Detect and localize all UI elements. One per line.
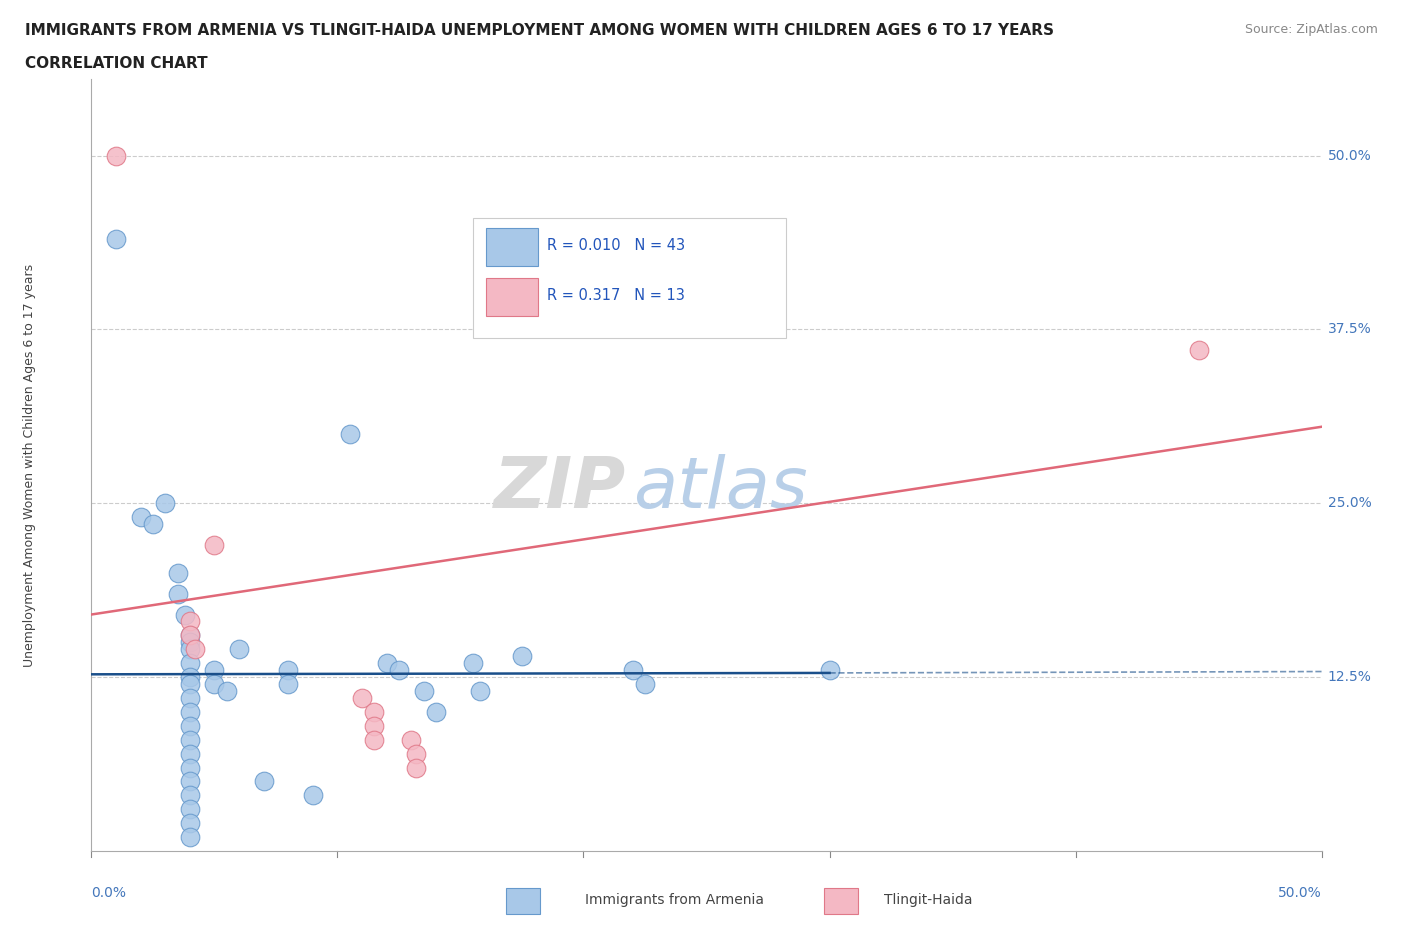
Point [405,760,427,775]
Point [363,718,385,733]
Point [301,788,323,803]
Point [179,670,201,684]
Point [179,690,201,705]
Point [166,586,188,601]
Point [179,656,201,671]
Point [179,802,201,817]
Point [179,628,201,643]
Point [510,649,533,664]
Point [352,690,374,705]
Point [425,704,447,719]
Point [634,677,657,692]
Text: R = 0.317   N = 13: R = 0.317 N = 13 [547,287,685,302]
Point [468,684,492,698]
Point [363,704,385,719]
Point [105,148,127,163]
Point [179,635,201,650]
Text: 50.0%: 50.0% [1327,149,1371,163]
Point [388,663,411,678]
Point [363,732,385,747]
FancyBboxPatch shape [486,228,538,266]
Text: ZIP: ZIP [495,454,627,523]
Point [179,732,201,747]
Text: 12.5%: 12.5% [1327,671,1372,684]
Point [179,628,201,643]
Text: R = 0.010   N = 43: R = 0.010 N = 43 [547,237,685,253]
Text: IMMIGRANTS FROM ARMENIA VS TLINGIT-HAIDA UNEMPLOYMENT AMONG WOMEN WITH CHILDREN : IMMIGRANTS FROM ARMENIA VS TLINGIT-HAIDA… [25,23,1054,38]
Point [202,677,225,692]
Text: 50.0%: 50.0% [1278,885,1322,899]
Point [228,642,250,657]
Point [339,426,361,441]
Point [253,774,276,789]
Point [179,642,201,657]
Point [277,663,299,678]
Point [183,642,207,657]
Point [621,663,644,678]
Text: Unemployment Among Women with Children Ages 6 to 17 years: Unemployment Among Women with Children A… [24,263,37,667]
Point [179,830,201,844]
Point [412,684,434,698]
Point [215,684,238,698]
Point [129,510,152,525]
Point [105,232,127,246]
Point [202,663,225,678]
Point [179,788,201,803]
Text: 0.0%: 0.0% [91,885,127,899]
Point [179,746,201,761]
Point [399,732,422,747]
Text: Tlingit-Haida: Tlingit-Haida [884,893,972,908]
Point [277,677,299,692]
Point [179,718,201,733]
Point [179,774,201,789]
Point [179,760,201,775]
Point [179,704,201,719]
Text: CORRELATION CHART: CORRELATION CHART [25,56,208,71]
Point [142,517,165,532]
Point [1187,343,1209,358]
Point [179,614,201,629]
Point [179,677,201,692]
Point [179,816,201,830]
Point [818,663,841,678]
Point [174,607,197,622]
Point [202,538,225,552]
FancyBboxPatch shape [486,278,538,316]
Text: Source: ZipAtlas.com: Source: ZipAtlas.com [1244,23,1378,36]
Point [405,746,427,761]
Text: 25.0%: 25.0% [1327,497,1371,511]
FancyBboxPatch shape [472,218,786,338]
Text: atlas: atlas [633,454,807,523]
Point [461,656,484,671]
Point [375,656,398,671]
Point [166,565,188,580]
Text: Immigrants from Armenia: Immigrants from Armenia [585,893,765,908]
Point [153,496,177,511]
Text: 37.5%: 37.5% [1327,323,1371,337]
